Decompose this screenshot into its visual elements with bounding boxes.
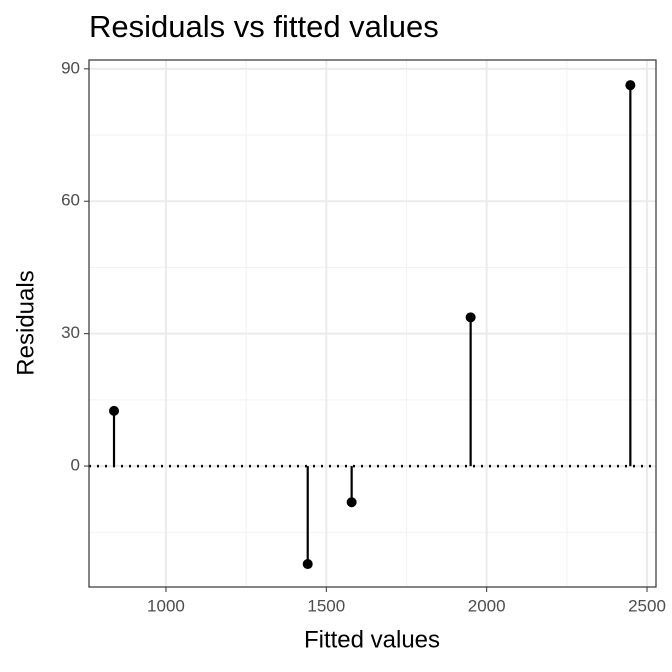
- y-tick-label: 90: [61, 58, 80, 77]
- chart-title: Residuals vs fitted values: [89, 9, 439, 44]
- x-tick-label: 2000: [468, 596, 506, 615]
- x-tick-label: 1000: [147, 596, 185, 615]
- panel-border: [88, 59, 657, 588]
- point: [302, 559, 313, 570]
- y-tick-label: 30: [61, 323, 80, 342]
- y-axis-title: Residuals: [12, 270, 39, 375]
- x-axis-title: Fitted values: [304, 626, 440, 653]
- point: [625, 80, 636, 91]
- y-tick-label: 60: [61, 191, 80, 210]
- point: [346, 497, 357, 508]
- point: [109, 405, 120, 416]
- y-tick-label: 0: [71, 456, 80, 475]
- x-tick-label: 2500: [628, 596, 666, 615]
- x-tick-label: 1500: [307, 596, 345, 615]
- point: [465, 312, 476, 323]
